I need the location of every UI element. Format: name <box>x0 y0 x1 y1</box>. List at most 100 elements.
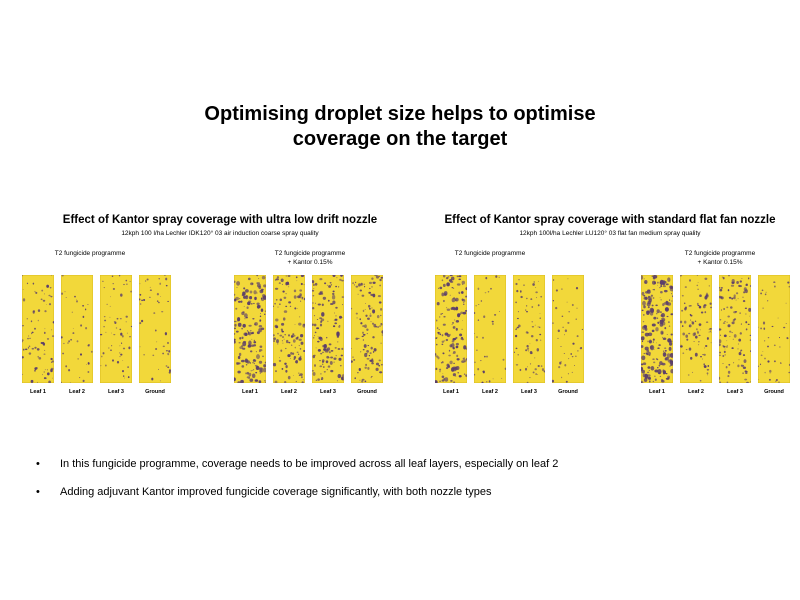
spray-droplet <box>76 340 79 343</box>
spray-droplet <box>242 311 245 314</box>
spray-droplet <box>299 348 302 350</box>
spray-droplet <box>720 287 723 289</box>
spray-droplet <box>111 332 112 334</box>
spray-droplet <box>537 365 540 367</box>
spray-droplet <box>455 346 458 349</box>
spray-droplet <box>700 311 704 314</box>
spray-droplet <box>670 340 673 343</box>
spray-droplet <box>312 302 314 304</box>
spray-droplet <box>516 317 519 320</box>
spray-droplet <box>443 340 446 342</box>
spray-droplet <box>250 302 253 305</box>
group-label-t2-kantor: T2 fungicide programme + Kantor 0.15% <box>230 249 390 267</box>
spray-droplet <box>641 345 644 348</box>
spray-droplet <box>325 360 329 364</box>
spray-droplet <box>361 294 365 297</box>
spray-droplet <box>312 280 315 284</box>
spray-droplet <box>319 360 321 362</box>
spray-droplet <box>351 348 352 349</box>
spray-droplet <box>300 341 304 345</box>
spray-droplet <box>642 300 646 306</box>
spray-droplet <box>291 344 293 346</box>
spray-droplet <box>126 332 128 334</box>
spray-droplet <box>334 312 335 314</box>
spray-droplet <box>524 367 528 371</box>
spray-droplet <box>648 339 652 344</box>
spray-droplet <box>330 356 334 359</box>
spray-droplet <box>321 377 324 380</box>
spray-droplet <box>458 275 462 278</box>
spray-droplet <box>126 283 128 285</box>
spray-droplet <box>435 319 438 322</box>
spray-droplet <box>688 304 691 307</box>
spray-droplet <box>158 301 160 304</box>
spray-droplet <box>729 335 731 338</box>
spray-droplet <box>162 345 165 348</box>
spray-droplet <box>457 313 461 318</box>
spray-droplet <box>26 318 28 320</box>
water-sensitive-paper-leaf-1 <box>22 275 54 383</box>
spray-droplet <box>312 289 315 292</box>
spray-droplet <box>733 362 735 364</box>
spray-droplet <box>658 364 661 367</box>
spray-droplet <box>450 380 453 382</box>
spray-droplet <box>168 369 171 373</box>
spray-droplet <box>436 302 440 306</box>
spray-droplet <box>248 372 252 377</box>
spray-droplet <box>22 373 23 375</box>
spray-droplet <box>439 371 441 373</box>
spray-droplet <box>155 348 158 350</box>
spray-droplet <box>788 371 790 374</box>
spray-droplet <box>263 284 266 288</box>
spray-droplet <box>664 347 667 350</box>
spray-droplet <box>152 354 155 357</box>
spray-droplet <box>366 328 369 332</box>
spray-droplet <box>321 303 324 307</box>
spray-droplet <box>736 280 739 285</box>
spray-droplet <box>159 282 162 285</box>
spray-droplet <box>536 348 540 352</box>
spray-droplet <box>685 334 689 338</box>
spray-droplet <box>247 277 251 281</box>
spray-droplet <box>488 380 491 383</box>
spray-droplet <box>449 333 451 335</box>
spray-droplet <box>264 310 266 312</box>
spray-droplet <box>281 283 283 285</box>
spray-droplet <box>573 365 576 366</box>
spray-droplet <box>530 335 534 338</box>
spray-droplet <box>731 332 733 334</box>
spray-droplet <box>652 297 655 299</box>
spray-droplet <box>486 381 488 383</box>
spray-droplet <box>24 348 28 351</box>
spray-droplet <box>454 297 459 302</box>
spray-droplet <box>670 333 673 336</box>
spray-droplet <box>51 335 54 337</box>
spray-droplet <box>246 360 250 364</box>
spray-droplet <box>275 318 279 322</box>
spray-droplet <box>253 341 257 344</box>
spray-droplet <box>727 370 731 374</box>
spray-droplet <box>22 298 26 302</box>
spray-droplet <box>297 353 300 356</box>
spray-droplet <box>763 327 766 330</box>
spray-droplet <box>41 289 44 292</box>
spray-droplet <box>702 305 706 309</box>
spray-droplet <box>244 295 249 300</box>
spray-droplet <box>458 278 462 281</box>
spray-droplet <box>253 369 255 370</box>
spray-droplet <box>643 305 646 309</box>
spray-droplet <box>722 355 725 357</box>
bullet-dot: • <box>36 458 40 470</box>
spray-droplet <box>697 288 699 291</box>
spray-droplet <box>312 337 315 339</box>
spray-droplet <box>276 339 279 344</box>
spray-droplet <box>274 287 279 290</box>
spray-droplet <box>659 361 663 366</box>
droplet-pattern <box>100 275 132 379</box>
spray-droplet <box>441 361 444 364</box>
spray-droplet <box>438 380 442 382</box>
spray-droplet <box>655 304 658 307</box>
spray-droplet <box>706 292 708 295</box>
spray-droplet <box>535 291 538 294</box>
spray-droplet <box>246 371 250 375</box>
